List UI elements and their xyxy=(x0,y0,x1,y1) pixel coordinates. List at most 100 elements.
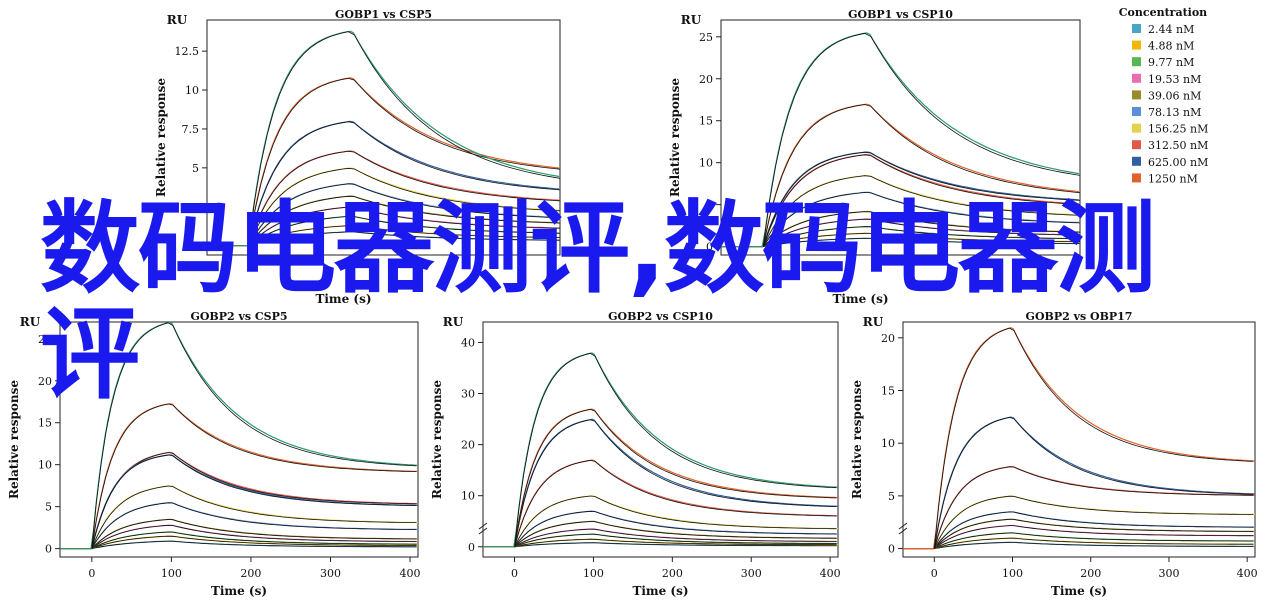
legend-label: 312.50 nM xyxy=(1148,139,1208,152)
x-tick-label: 300 xyxy=(741,567,762,580)
y-tick-label: 5 xyxy=(706,199,713,212)
x-tick-label: 0 xyxy=(88,567,95,580)
legend-swatch xyxy=(1132,156,1141,166)
y-axis-label: Relative response xyxy=(430,380,444,499)
x-tick-label: 0 xyxy=(931,567,938,580)
series-line xyxy=(60,321,419,550)
fit-line xyxy=(91,524,417,549)
y-tick-label: 10 xyxy=(881,437,895,450)
x-axis-label: Time (s) xyxy=(1051,584,1107,598)
x-tick-label: 0 xyxy=(511,567,518,580)
y-axis-label: Relative response xyxy=(7,380,21,499)
chart-panel-3: GOBP2 vs CSP5 RU Relative response 0 5 10 15 20… xyxy=(7,310,421,598)
y-tick-label: 7.5 xyxy=(182,123,200,136)
fit-line xyxy=(514,419,837,547)
legend-label: 2.44 nM xyxy=(1148,23,1194,36)
fit-line xyxy=(762,191,1081,247)
fit-line xyxy=(514,408,837,547)
fit-line xyxy=(933,495,1254,549)
legend-label: 1250 nM xyxy=(1148,172,1198,185)
fit-line xyxy=(933,327,1254,549)
series-line xyxy=(903,327,1256,550)
y-tick-label: 2.5 xyxy=(182,201,200,214)
x-tick-label: 100 xyxy=(161,567,182,580)
fit-line xyxy=(248,77,561,246)
x-tick-label: 400 xyxy=(400,567,421,580)
legend-swatch xyxy=(1132,90,1141,100)
fit-line xyxy=(248,167,561,246)
legend-label: 78.13 nM xyxy=(1148,106,1201,119)
fit-line xyxy=(248,121,561,246)
y-tick-label: 10 xyxy=(38,459,52,472)
legend-label: 625.00 nM xyxy=(1148,156,1208,169)
fit-line xyxy=(91,454,417,549)
y-tick-label: 40 xyxy=(461,336,475,349)
y-tick-label: 15 xyxy=(38,417,52,430)
legend-swatch xyxy=(1132,140,1141,150)
x-tick-label: 100 xyxy=(1002,567,1023,580)
fit-line xyxy=(91,540,417,549)
axis-break-mark xyxy=(478,522,488,535)
fit-line xyxy=(514,538,837,548)
plot-frame xyxy=(206,19,561,256)
y-tick-label: 0 xyxy=(888,543,895,556)
fit-line xyxy=(91,403,417,549)
fit-line xyxy=(762,154,1081,247)
fit-line xyxy=(933,466,1254,549)
plot-frame xyxy=(902,321,1256,558)
series-line xyxy=(60,403,419,550)
series-line xyxy=(60,451,419,550)
fit-line xyxy=(514,352,837,547)
y-tick-label: 20 xyxy=(699,73,713,86)
fit-line xyxy=(762,151,1081,247)
chart-panel-4: GOBP2 vs CSP10 RU Relative response 0 10 20 30… xyxy=(430,310,841,598)
fit-line xyxy=(248,231,560,247)
fit-line xyxy=(91,531,417,549)
y-tick-label: 10 xyxy=(461,490,475,503)
fit-line xyxy=(762,218,1081,247)
fit-line xyxy=(933,511,1254,549)
y-tick-label: 5 xyxy=(192,162,199,175)
x-tick-label: 400 xyxy=(820,567,841,580)
fit-line xyxy=(934,525,1254,549)
y-tick-label: 12.5 xyxy=(175,45,200,58)
fit-line xyxy=(248,150,561,246)
series-line xyxy=(483,418,839,548)
fit-line xyxy=(91,322,417,549)
y-tick-label: 25 xyxy=(699,31,713,44)
fit-line xyxy=(514,528,837,548)
fit-line xyxy=(514,459,837,547)
fit-line xyxy=(248,183,561,246)
y-tick-label: 25 xyxy=(38,333,52,346)
y-tick-label: 0 xyxy=(192,240,199,253)
chart-panel-2: GOBP1 vs CSP10 RU Relative response 0 5 10 15 2… xyxy=(668,8,1081,306)
unit-label: RU xyxy=(863,315,884,329)
x-axis-label: Time (s) xyxy=(832,292,888,306)
fit-line xyxy=(762,211,1081,247)
fit-line xyxy=(762,104,1081,247)
series-line xyxy=(721,218,1079,248)
fit-line xyxy=(91,502,417,549)
y-tick-label: 20 xyxy=(881,332,895,345)
fit-line xyxy=(763,232,1081,247)
chart-title: GOBP2 vs OBP17 xyxy=(1026,310,1133,323)
chart-panel-5: GOBP2 vs OBP17 RU Relative response 0 5 10 15 2… xyxy=(850,310,1258,598)
plot-frame xyxy=(59,321,419,558)
legend-title: Concentration xyxy=(1119,6,1207,19)
y-tick-label: 0 xyxy=(468,541,475,554)
y-axis-label: Relative response xyxy=(154,78,168,197)
fit-line xyxy=(514,520,837,548)
fit-line xyxy=(248,206,561,246)
legend-label: 39.06 nM xyxy=(1148,89,1201,102)
y-tick-label: 20 xyxy=(461,439,475,452)
x-tick-label: 400 xyxy=(1237,567,1258,580)
y-tick-label: 20 xyxy=(38,375,52,388)
fit-line xyxy=(762,32,1081,247)
series-line xyxy=(903,416,1256,550)
legend-label: 156.25 nM xyxy=(1148,123,1208,136)
fit-line xyxy=(934,518,1254,549)
series-line xyxy=(483,352,839,548)
fit-line xyxy=(934,541,1254,549)
y-tick-label: 5 xyxy=(888,490,895,503)
fit-line xyxy=(248,225,561,247)
